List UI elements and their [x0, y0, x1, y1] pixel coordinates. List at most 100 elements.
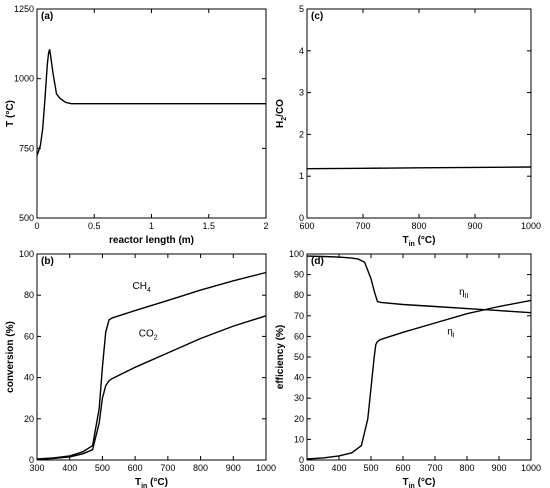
panel-b-xtick-label: 800: [193, 463, 208, 473]
panel-d-ytick-label: 50: [294, 352, 304, 362]
panel-d-label: (d): [311, 256, 324, 267]
panel-a-ytick-label: 1250: [14, 4, 34, 14]
panel-b-ylabel: conversion (%): [5, 321, 16, 393]
panel-d-frame: [306, 253, 532, 461]
panel-b-xtick-label: 400: [62, 463, 77, 473]
panel-c-ytick-label: 2: [299, 129, 304, 139]
panel-a-xtick-label: 0: [34, 221, 39, 231]
panel-b-annotation-1-sub: 2: [154, 334, 158, 341]
panel-d-xtick-label: 600: [395, 463, 410, 473]
panel-d-xtick-label: 700: [427, 463, 442, 473]
panel-d-annotation-0-main: η: [459, 287, 465, 298]
panel-c-xlabel-main: T: [402, 235, 408, 246]
panel-b: 300 400 500 600 700 800 900 1000 0 20 40 60 80 100 (b)…: [5, 249, 276, 488]
panel-a-xtick-label: 1: [149, 221, 154, 231]
panel-b-xtick-label: 300: [29, 463, 44, 473]
panel-d-series-1: [306, 299, 532, 460]
panel-b-ytick-label: 60: [24, 331, 34, 341]
panel-d-annotation-0: ηII: [459, 287, 469, 300]
panel-b-frame: [36, 253, 267, 461]
panel-c-ylabel-tail: /CO: [275, 99, 286, 117]
panel-b-ytick-label: 40: [24, 373, 34, 383]
panel-b-xlabel-tail: (°C): [147, 477, 168, 488]
panel-b-xlabel-main: T: [135, 477, 141, 488]
panel-d-xtick-label: 800: [459, 463, 474, 473]
panel-d-annotation-0-sub: II: [465, 293, 469, 300]
panel-d-ytick-label: 10: [294, 434, 304, 444]
panel-c-ytick-label: 4: [299, 46, 304, 56]
panel-a-series-0: [36, 49, 266, 156]
panel-b-annotation-0-main: CH: [133, 281, 147, 292]
panel-b-ytick-label: 0: [29, 455, 34, 465]
panel-c-ylabel-sub: 2: [281, 117, 288, 121]
panel-a-ytick-label: 500: [19, 213, 34, 223]
panel-c-label: (c): [311, 11, 323, 22]
panel-c-xlabel: Tin (°C): [402, 235, 435, 248]
panel-c-xlabel-sub: in: [409, 241, 415, 248]
panel-d-xtick-label: 500: [363, 463, 378, 473]
panel-a-label: (a): [41, 11, 53, 22]
panel-b-xtick-label: 500: [95, 463, 110, 473]
panel-b-xtick-label: 700: [160, 463, 175, 473]
panel-a-xlabel-main: reactor length (m): [109, 235, 194, 246]
panel-c-xlabel-tail: (°C): [415, 235, 436, 246]
panel-a-frame: [36, 8, 267, 219]
panel-b-series-1: [36, 315, 267, 461]
panel-b-xtick-label: 1000: [256, 463, 276, 473]
panel-a-xtick-label: 1.5: [202, 221, 215, 231]
panel-a-ylabel-main: T (°C): [5, 100, 16, 127]
panel-c-xtick-label: 800: [411, 221, 426, 231]
panel-b-series-0: [36, 271, 267, 460]
panel-b-xlabel: Tin (°C): [135, 477, 168, 488]
panel-d-ytick-label: 0: [299, 455, 304, 465]
panel-d-xlabel: Tin (°C): [402, 477, 435, 488]
panel-d-annotation-1-main: η: [447, 326, 453, 337]
panel-c-ytick-label: 1: [299, 171, 304, 181]
panel-b-xtick-label: 600: [128, 463, 143, 473]
panel-d-ytick-label: 40: [294, 373, 304, 383]
panel-c-frame: [306, 8, 532, 219]
panel-b-ytick-label: 80: [24, 290, 34, 300]
panel-a: 0 0.5 1 1.5 2 500 750 1000 1250 (a) reactor length…: [5, 4, 269, 246]
panel-a-ytick-label: 1000: [14, 74, 34, 84]
panel-b-ylabel-main: conversion (%): [5, 321, 16, 393]
panel-d-ylabel-main: efficiency (%): [275, 325, 286, 389]
panel-c-ylabel: H2/CO: [275, 99, 288, 128]
panel-b-xlabel-sub: in: [141, 483, 147, 488]
panel-d-series-0: [306, 255, 532, 314]
panel-d-ytick-label: 70: [294, 311, 304, 321]
panel-c-ytick-label: 0: [299, 213, 304, 223]
panel-a-ytick-label: 750: [19, 143, 34, 153]
panel-d-annotation-1: ηI: [447, 326, 455, 339]
panel-c-ylabel-main: H: [275, 121, 286, 128]
panel-b-ytick-label: 100: [19, 249, 34, 259]
panel-d-xtick-label: 300: [299, 463, 314, 473]
panel-a-xtick-label: 0.5: [88, 221, 101, 231]
panel-b-xtick-label: 900: [226, 463, 241, 473]
panel-d-ytick-label: 30: [294, 393, 304, 403]
panel-d-xlabel-tail: (°C): [415, 477, 436, 488]
panel-b-annotation-0: CH4: [133, 281, 151, 294]
panel-d-xlabel-main: T: [402, 477, 408, 488]
panel-d-ylabel: efficiency (%): [275, 325, 286, 389]
panel-b-label: (b): [41, 256, 54, 267]
panel-d-ytick-label: 100: [289, 249, 304, 259]
panel-a-ylabel: T (°C): [5, 100, 16, 127]
panel-c-ytick-label: 3: [299, 88, 304, 98]
panel-d-ytick-label: 90: [294, 270, 304, 280]
panel-d-ytick-label: 80: [294, 290, 304, 300]
panel-d-xtick-label: 1000: [521, 463, 541, 473]
panel-d: 300 400 500 600 700 800 900 1000 0 10 20 30 40 50 60 70…: [275, 249, 541, 488]
panel-c-xtick-label: 1000: [521, 221, 541, 231]
panel-a-xtick-label: 2: [263, 221, 268, 231]
panel-b-annotation-1-main: CO: [139, 328, 154, 339]
panel-b-annotation-1: CO2: [139, 328, 158, 341]
panel-b-ytick-label: 20: [24, 414, 34, 424]
panel-d-ytick-label: 60: [294, 331, 304, 341]
panel-c-series-0: [306, 166, 532, 170]
panel-b-annotation-0-sub: 4: [147, 287, 151, 294]
panel-d-xtick-label: 400: [331, 463, 346, 473]
panel-d-annotation-1-sub: I: [453, 332, 455, 339]
